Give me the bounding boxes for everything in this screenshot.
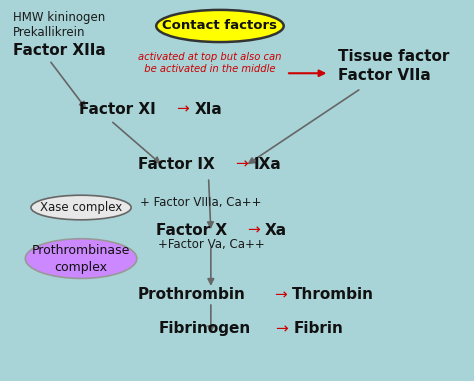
Text: →: → (236, 157, 248, 171)
Text: Factor X: Factor X (156, 223, 228, 238)
Text: HMW kininogen: HMW kininogen (13, 11, 105, 24)
Text: + Factor VIIIa, Ca++: + Factor VIIIa, Ca++ (140, 196, 262, 209)
Text: Xa: Xa (265, 223, 287, 238)
Text: →: → (176, 102, 189, 117)
Ellipse shape (156, 10, 284, 42)
Text: activated at top but also can
  be activated in the middle: activated at top but also can be activat… (138, 53, 282, 74)
Text: Factor XIIa: Factor XIIa (13, 43, 106, 58)
Text: Prekallikrein: Prekallikrein (13, 26, 85, 39)
Ellipse shape (25, 239, 137, 279)
Text: XIa: XIa (194, 102, 222, 117)
Text: Factor IX: Factor IX (138, 157, 215, 171)
Text: →: → (246, 223, 259, 238)
Text: Fibrinogen: Fibrinogen (158, 321, 251, 336)
Text: +Factor Va, Ca++: +Factor Va, Ca++ (158, 238, 265, 251)
Text: Xase complex: Xase complex (40, 201, 122, 214)
Text: IXa: IXa (254, 157, 281, 171)
Text: Prothrombin: Prothrombin (138, 287, 246, 302)
Text: Prothrombinase
complex: Prothrombinase complex (32, 243, 130, 274)
Text: Contact factors: Contact factors (163, 19, 277, 32)
Text: Tissue factor: Tissue factor (338, 49, 450, 64)
Text: Factor XI: Factor XI (79, 102, 155, 117)
Text: →: → (275, 321, 288, 336)
Ellipse shape (31, 195, 131, 220)
Text: Fibrin: Fibrin (293, 321, 343, 336)
Text: Thrombin: Thrombin (292, 287, 374, 302)
Text: Factor VIIa: Factor VIIa (338, 67, 431, 83)
Text: →: → (274, 287, 287, 302)
